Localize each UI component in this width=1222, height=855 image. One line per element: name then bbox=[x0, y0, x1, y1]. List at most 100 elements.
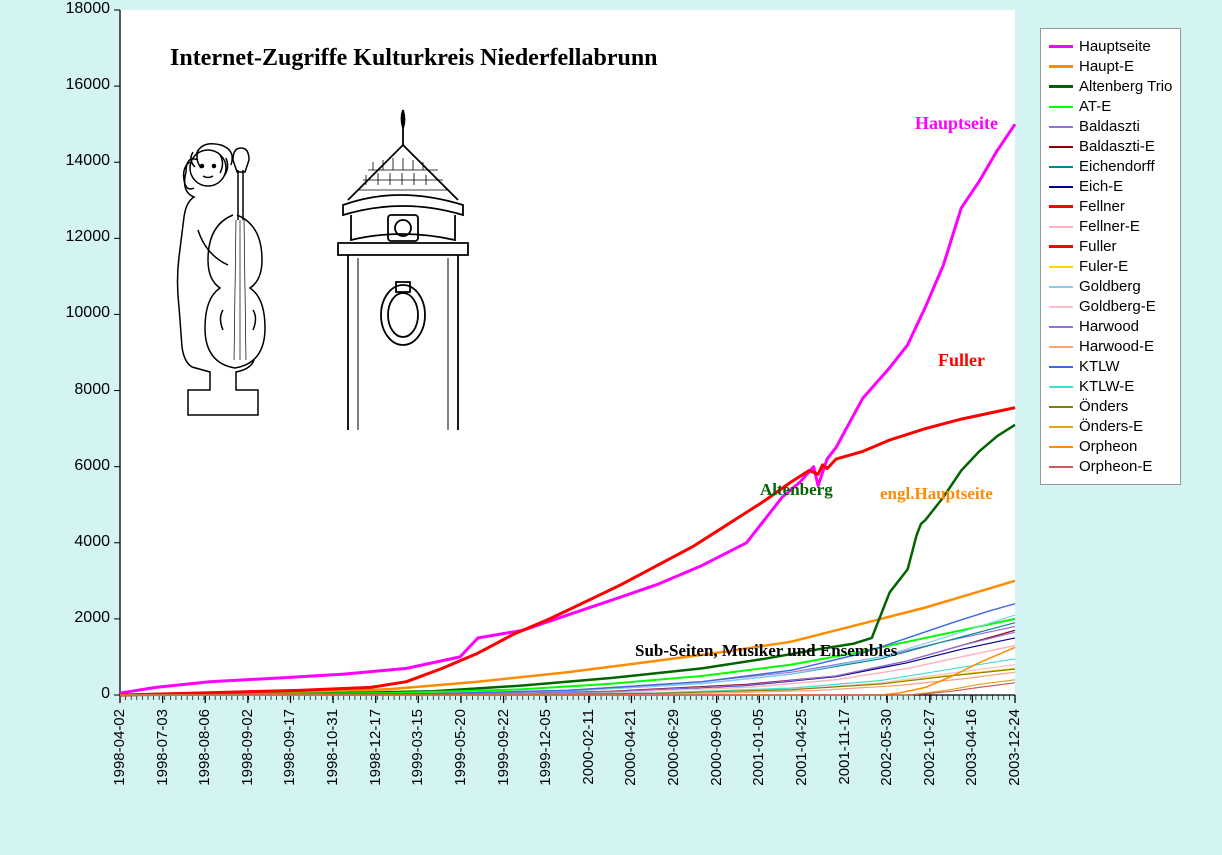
x-tick-label: 1998-10-31 bbox=[324, 709, 341, 786]
x-tick-label: 1998-04-02 bbox=[111, 709, 128, 786]
legend-label: Harwood bbox=[1079, 318, 1139, 335]
legend-label: Fellner-E bbox=[1079, 218, 1140, 235]
legend-item: Hauptseite bbox=[1049, 38, 1172, 55]
legend-item: Fellner-E bbox=[1049, 218, 1172, 235]
legend-item: KTLW bbox=[1049, 358, 1172, 375]
legend-swatch bbox=[1049, 146, 1073, 148]
legend-swatch bbox=[1049, 106, 1073, 108]
y-tick-label: 18000 bbox=[50, 0, 110, 18]
legend-swatch bbox=[1049, 226, 1073, 228]
legend-label: Hauptseite bbox=[1079, 38, 1151, 55]
legend-label: Altenberg Trio bbox=[1079, 78, 1172, 95]
legend-label: AT-E bbox=[1079, 98, 1111, 115]
annotation-label: Fuller bbox=[938, 350, 985, 371]
legend-swatch bbox=[1049, 286, 1073, 288]
legend-label: KTLW bbox=[1079, 358, 1120, 375]
legend-swatch bbox=[1049, 65, 1073, 68]
legend-label: Fuler-E bbox=[1079, 258, 1128, 275]
legend-swatch bbox=[1049, 166, 1073, 168]
legend-swatch bbox=[1049, 306, 1073, 308]
legend-label: Önders-E bbox=[1079, 418, 1143, 435]
x-tick-label: 1999-05-20 bbox=[452, 709, 469, 786]
legend-item: Önders-E bbox=[1049, 418, 1172, 435]
legend-item: Orpheon bbox=[1049, 438, 1172, 455]
legend-swatch bbox=[1049, 346, 1073, 348]
x-tick-label: 1998-12-17 bbox=[367, 709, 384, 786]
legend-item: Baldaszti bbox=[1049, 118, 1172, 135]
legend-item: Orpheon-E bbox=[1049, 458, 1172, 475]
series-ktlw-e bbox=[120, 659, 1015, 695]
legend-item: Fellner bbox=[1049, 198, 1172, 215]
annotation-label: Sub-Seiten, Musiker und Ensembles bbox=[635, 641, 897, 661]
legend-label: Orpheon-E bbox=[1079, 458, 1152, 475]
legend-item: Harwood bbox=[1049, 318, 1172, 335]
x-tick-label: 2000-09-06 bbox=[708, 709, 725, 786]
y-tick-label: 0 bbox=[50, 685, 110, 703]
legend-label: Eich-E bbox=[1079, 178, 1123, 195]
x-tick-label: 1999-03-15 bbox=[409, 709, 426, 786]
legend-label: Haupt-E bbox=[1079, 58, 1134, 75]
legend-item: AT-E bbox=[1049, 98, 1172, 115]
x-tick-label: 2003-04-16 bbox=[963, 709, 980, 786]
legend-swatch bbox=[1049, 205, 1073, 208]
x-tick-label: 2000-02-11 bbox=[580, 709, 597, 785]
legend-item: KTLW-E bbox=[1049, 378, 1172, 395]
legend-item: Goldberg bbox=[1049, 278, 1172, 295]
y-tick-label: 6000 bbox=[50, 457, 110, 475]
legend-label: Goldberg-E bbox=[1079, 298, 1156, 315]
legend-item: Fuler-E bbox=[1049, 258, 1172, 275]
legend-item: Altenberg Trio bbox=[1049, 78, 1172, 95]
y-tick-label: 2000 bbox=[50, 609, 110, 627]
legend-swatch bbox=[1049, 366, 1073, 368]
legend: Hauptseite Haupt-E Altenberg Trio AT-E Balda… bbox=[1040, 28, 1181, 485]
x-tick-label: 2000-06-29 bbox=[665, 709, 682, 786]
legend-item: Baldaszti-E bbox=[1049, 138, 1172, 155]
legend-label: KTLW-E bbox=[1079, 378, 1134, 395]
legend-item: Eichendorff bbox=[1049, 158, 1172, 175]
legend-label: Goldberg bbox=[1079, 278, 1141, 295]
x-tick-label: 1998-09-17 bbox=[281, 709, 298, 786]
y-tick-label: 4000 bbox=[50, 533, 110, 551]
legend-swatch bbox=[1049, 186, 1073, 188]
x-tick-label: 2001-04-25 bbox=[793, 709, 810, 786]
x-tick-label: 2002-05-30 bbox=[878, 709, 895, 786]
x-tick-label: 2001-11-17 bbox=[836, 709, 853, 785]
x-tick-label: 1998-07-03 bbox=[154, 709, 171, 786]
legend-swatch bbox=[1049, 426, 1073, 428]
y-tick-label: 12000 bbox=[50, 228, 110, 246]
x-tick-label: 1999-09-22 bbox=[495, 709, 512, 786]
legend-item: Goldberg-E bbox=[1049, 298, 1172, 315]
legend-item: Fuller bbox=[1049, 238, 1172, 255]
legend-swatch bbox=[1049, 446, 1073, 448]
legend-swatch bbox=[1049, 466, 1073, 468]
legend-swatch bbox=[1049, 85, 1073, 88]
annotation-label: Hauptseite bbox=[915, 113, 998, 134]
x-tick-label: 1998-08-06 bbox=[196, 709, 213, 786]
legend-swatch bbox=[1049, 245, 1073, 248]
legend-label: Baldaszti bbox=[1079, 118, 1140, 135]
x-tick-label: 1998-09-02 bbox=[239, 709, 256, 786]
legend-label: Orpheon bbox=[1079, 438, 1137, 455]
y-tick-label: 14000 bbox=[50, 152, 110, 170]
legend-swatch bbox=[1049, 266, 1073, 268]
legend-swatch bbox=[1049, 326, 1073, 328]
y-tick-label: 16000 bbox=[50, 76, 110, 94]
y-tick-label: 8000 bbox=[50, 381, 110, 399]
legend-item: Eich-E bbox=[1049, 178, 1172, 195]
legend-label: Baldaszti-E bbox=[1079, 138, 1155, 155]
legend-item: Harwood-E bbox=[1049, 338, 1172, 355]
annotation-label: Altenberg bbox=[760, 480, 833, 500]
legend-item: Önders bbox=[1049, 398, 1172, 415]
legend-swatch bbox=[1049, 126, 1073, 128]
x-tick-label: 2000-04-21 bbox=[622, 709, 639, 786]
x-tick-label: 2002-10-27 bbox=[921, 709, 938, 786]
legend-item: Haupt-E bbox=[1049, 58, 1172, 75]
legend-swatch bbox=[1049, 386, 1073, 388]
annotation-label: engl.Hauptseite bbox=[880, 484, 993, 504]
x-tick-label: 1999-12-05 bbox=[537, 709, 554, 786]
x-tick-label: 2001-01-05 bbox=[750, 709, 767, 786]
legend-label: Fuller bbox=[1079, 238, 1117, 255]
legend-label: Eichendorff bbox=[1079, 158, 1155, 175]
legend-label: Önders bbox=[1079, 398, 1128, 415]
x-tick-label: 2003-12-24 bbox=[1006, 709, 1023, 786]
